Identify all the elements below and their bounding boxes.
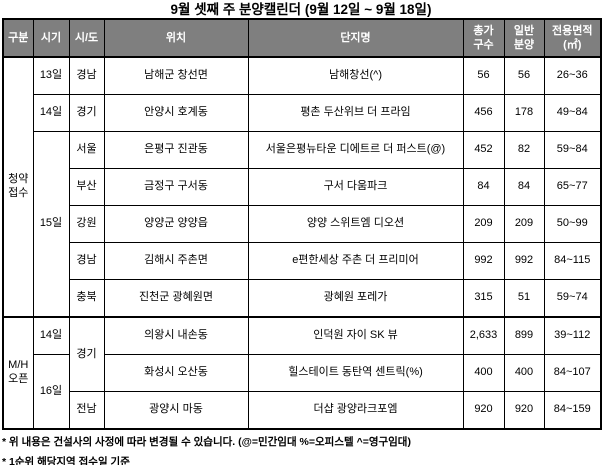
table-row: 경남 김해시 주촌면 e편한세상 주촌 더 프리미어 992 992 84~11… [3,242,602,280]
cell-complex-name: 더샵 광양라크포엠 [247,391,464,430]
cell-area: 50~99 [543,205,602,243]
cell-area: 59~74 [543,279,602,318]
cell-region: 전남 [68,391,105,430]
cell-area: 26~36 [543,56,602,95]
table-row: 청약 접수 13일 경남 남해군 창선면 남해창선(^) 56 56 26~36 [2,56,602,318]
footnote-criteria: * 1순위 해당지역 접수일 기준 [2,456,130,465]
col-header-region: 시/도 [68,18,105,58]
cell-general-sale: 920 [503,391,545,430]
cell-category: M/H 오픈 [2,316,34,430]
table-row: 강원 양양군 양양읍 양양 스위트엠 디오션 209 209 50~99 [3,205,602,243]
cell-category: 청약 접수 [2,56,34,318]
table-header: 구분 시기 시/도 위치 단지명 총가 구수 일반 분양 전용면적 (㎡) [2,18,602,58]
cell-general-sale: 209 [503,205,545,243]
cell-location: 의왕시 내손동 [103,316,249,355]
table-row: 전남 광양시 마동 더샵 광양라크포엠 920 920 84~159 [3,391,602,430]
cell-date: 16일 [32,354,70,430]
cell-location: 남해군 창선면 [103,56,249,95]
cell-complex-name: 힐스테이트 동탄역 센트릭(%) [247,354,464,392]
cell-complex-name: 양양 스위트엠 디오션 [247,205,464,243]
cell-region: 경남 [68,242,105,280]
cell-complex-name: 서울은평뉴타운 디에트르 더 퍼스트(@) [247,131,464,169]
col-header-general-sale: 일반 분양 [503,18,545,58]
cell-location: 김해시 주촌면 [103,242,249,280]
table-row: M/H 오픈 14일 경기 의왕시 내손동 인덕원 자이 SK 뷰 2,633 … [2,316,602,430]
cell-region: 경기 [68,94,105,132]
cell-general-sale: 992 [503,242,545,280]
cell-date: 15일 [32,131,70,318]
cell-total-units: 209 [462,205,505,243]
col-header-total-units: 총가 구수 [462,18,505,58]
cell-area: 84~107 [543,354,602,392]
cell-area: 39~112 [543,316,602,355]
col-header-area: 전용면적 (㎡) [543,18,602,58]
table-row: 16일 화성시 오산동 힐스테이트 동탄역 센트릭(%) 400 400 84~… [3,354,602,430]
col-header-category: 구분 [2,18,34,58]
cell-date: 14일 [32,316,70,355]
header-row: 구분 시기 시/도 위치 단지명 총가 구수 일반 분양 전용면적 (㎡) [2,18,602,58]
cell-total-units: 456 [462,94,505,132]
cell-total-units: 992 [462,242,505,280]
sale-calendar-table: 구분 시기 시/도 위치 단지명 총가 구수 일반 분양 전용면적 (㎡) 청약… [2,18,602,430]
cell-general-sale: 178 [503,94,545,132]
cell-complex-name: 구서 다움파크 [247,168,464,206]
cell-general-sale: 56 [503,56,545,95]
cell-general-sale: 84 [503,168,545,206]
cell-location: 화성시 오산동 [103,354,249,392]
cell-general-sale: 899 [503,316,545,355]
cell-region: 경남 [68,56,105,95]
cell-general-sale: 400 [503,354,545,392]
cell-location: 은평구 진관동 [103,131,249,169]
cell-area: 49~84 [543,94,602,132]
cell-total-units: 84 [462,168,505,206]
footnote-change-notice: * 위 내용은 건설사의 사정에 따라 변경될 수 있습니다. (@=민간임대 … [2,436,411,448]
cell-region: 충북 [68,279,105,318]
page-title: 9월 셋째 주 분양캘린더 (9월 12일 ~ 9월 18일) [170,2,432,17]
table-body: 청약 접수 13일 경남 남해군 창선면 남해창선(^) 56 56 26~36… [2,56,602,430]
cell-complex-name: 인덕원 자이 SK 뷰 [247,316,464,355]
cell-total-units: 400 [462,354,505,392]
col-header-complex: 단지명 [247,18,464,58]
cell-date: 13일 [32,56,70,95]
cell-location: 안양시 호계동 [103,94,249,132]
cell-region: 경기 [68,316,105,392]
cell-location: 금정구 구서동 [103,168,249,206]
cell-area: 84~159 [543,391,602,430]
cell-region: 서울 [68,131,105,169]
cell-total-units: 56 [462,56,505,95]
cell-total-units: 920 [462,391,505,430]
cell-region: 강원 [68,205,105,243]
cell-region: 부산 [68,168,105,206]
cell-total-units: 2,633 [462,316,505,355]
cell-complex-name: e편한세상 주촌 더 프리미어 [247,242,464,280]
col-header-date: 시기 [32,18,70,58]
table-row: 충북 진천군 광혜원면 광혜원 포레가 315 51 59~74 [3,279,602,318]
cell-area: 65~77 [543,168,602,206]
cell-area: 84~115 [543,242,602,280]
cell-general-sale: 51 [503,279,545,318]
cell-location: 진천군 광혜원면 [103,279,249,318]
cell-general-sale: 82 [503,131,545,169]
table-row: 14일 경기 안양시 호계동 평촌 두산위브 더 프라임 456 178 49~… [3,94,602,132]
cell-complex-name: 평촌 두산위브 더 프라임 [247,94,464,132]
cell-complex-name: 남해창선(^) [247,56,464,95]
cell-area: 59~84 [543,131,602,169]
table-row: 부산 금정구 구서동 구서 다움파크 84 84 65~77 [3,168,602,206]
cell-total-units: 452 [462,131,505,169]
col-header-location: 위치 [103,18,249,58]
table-row: 15일 서울 은평구 진관동 서울은평뉴타운 디에트르 더 퍼스트(@) 452… [3,131,602,318]
cell-complex-name: 광혜원 포레가 [247,279,464,318]
footnotes: * 위 내용은 건설사의 사정에 따라 변경될 수 있습니다. (@=민간임대 … [2,435,600,465]
cell-location: 양양군 양양읍 [103,205,249,243]
cell-date: 14일 [32,94,70,132]
cell-location: 광양시 마동 [103,391,249,430]
cell-total-units: 315 [462,279,505,318]
